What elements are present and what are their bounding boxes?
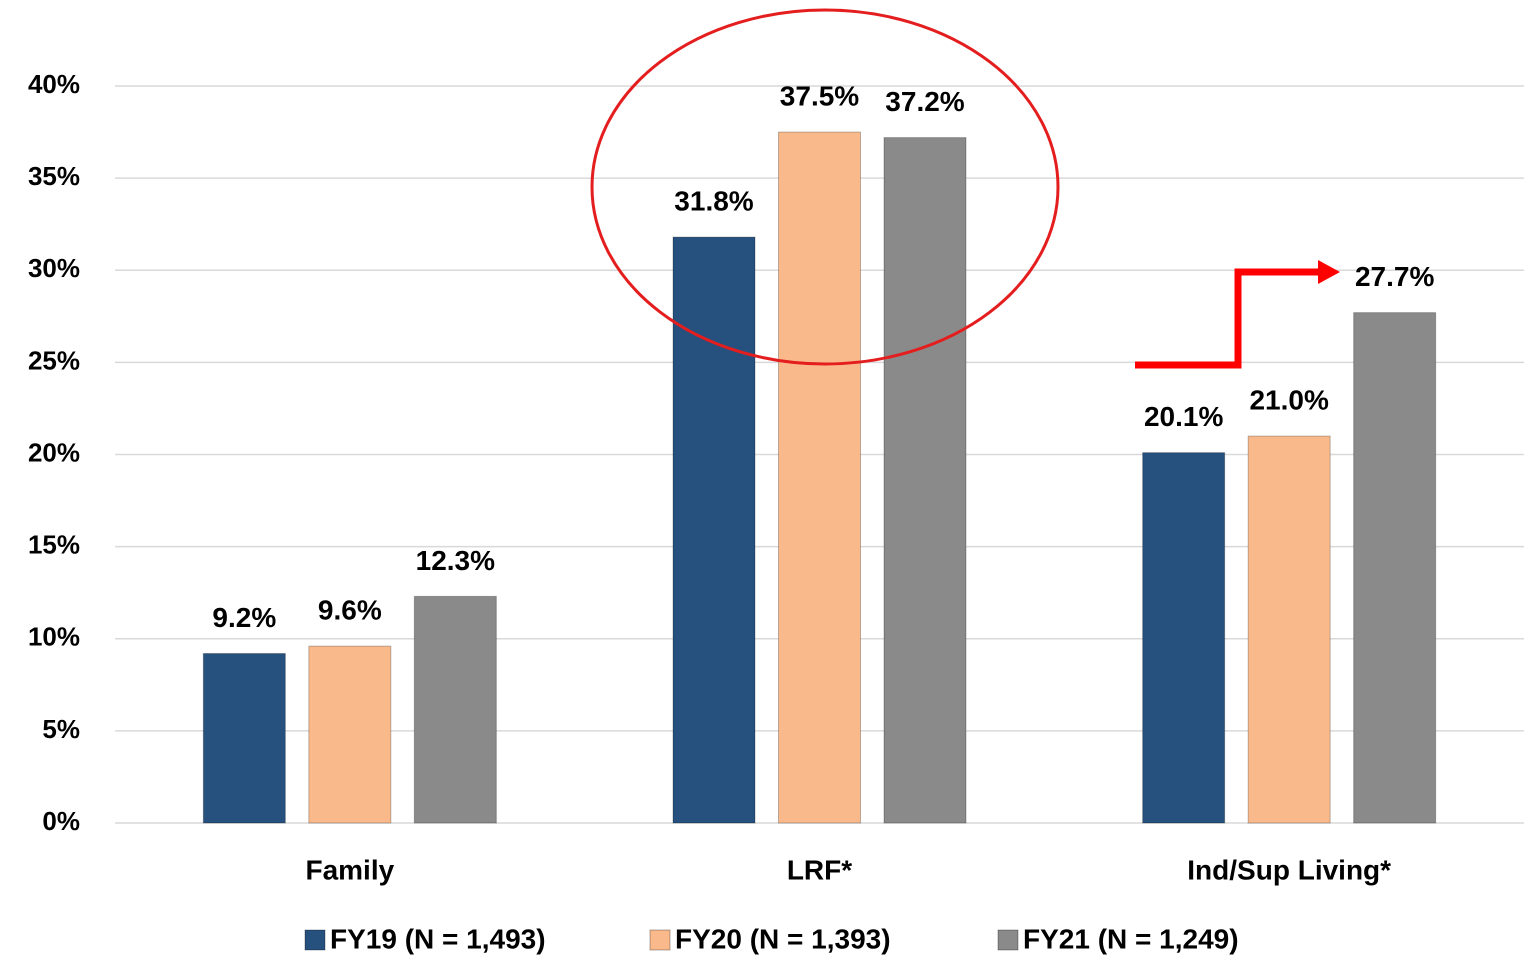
bar xyxy=(883,137,967,824)
y-tick-label: 35% xyxy=(28,161,80,191)
value-label: 9.2% xyxy=(212,602,276,633)
y-tick-label: 10% xyxy=(28,622,80,652)
bar xyxy=(1247,435,1331,824)
y-tick-label: 0% xyxy=(42,806,80,836)
bar xyxy=(413,595,497,824)
value-label: 12.3% xyxy=(416,545,495,576)
x-tick-label: LRF* xyxy=(787,854,852,885)
highlight-ellipse xyxy=(590,8,1060,366)
bar xyxy=(1142,452,1226,824)
legend-swatch xyxy=(304,929,326,951)
value-label: 27.7% xyxy=(1355,261,1434,292)
y-tick-label: 20% xyxy=(28,437,80,467)
arrow-head xyxy=(1318,260,1340,284)
x-tick-label: Family xyxy=(305,854,394,885)
x-tick-label: Ind/Sup Living* xyxy=(1187,854,1391,885)
bar xyxy=(202,652,286,824)
legend-label: FY19 (N = 1,493) xyxy=(330,923,546,954)
value-label: 37.5% xyxy=(780,80,859,111)
value-label: 37.2% xyxy=(885,86,964,117)
y-tick-label: 5% xyxy=(42,714,80,744)
y-tick-label: 25% xyxy=(28,345,80,375)
value-label: 21.0% xyxy=(1249,384,1328,415)
legend-label: FY20 (N = 1,393) xyxy=(675,923,891,954)
trend-arrow xyxy=(1135,268,1320,369)
y-tick-label: 15% xyxy=(28,530,80,560)
value-label: 31.8% xyxy=(674,185,753,216)
bar xyxy=(1353,312,1437,824)
y-tick-label: 40% xyxy=(28,69,80,99)
legend-swatch xyxy=(649,929,671,951)
legend-swatch xyxy=(997,929,1019,951)
value-label: 20.1% xyxy=(1144,401,1223,432)
bar xyxy=(778,131,861,824)
plot: 0% 5% 10% 15% 20% 25% 30% 35% 40% Family 9.2% 9.6% 1… xyxy=(28,69,1524,954)
value-label: 9.6% xyxy=(318,595,382,626)
y-tick-label: 30% xyxy=(28,253,80,283)
legend-label: FY21 (N = 1,249) xyxy=(1023,923,1239,954)
bar xyxy=(308,645,392,824)
bar xyxy=(672,236,756,824)
